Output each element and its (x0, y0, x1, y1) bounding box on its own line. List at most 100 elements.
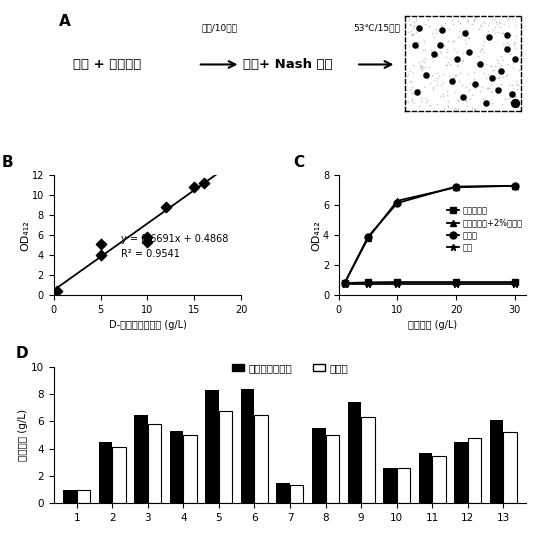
Point (439, 91, 447, 100)
Point (402, 72, 411, 81)
乙醇 (394, 281, 401, 287)
Point (471, 12, 480, 21)
Point (408, 96, 416, 105)
Point (502, 39, 511, 48)
Bar (63, 490, 77, 503)
Point (497, 85, 505, 94)
Bar (112, 447, 126, 503)
Point (491, 23, 499, 32)
Point (439, 90, 447, 98)
Point (478, 83, 487, 91)
Point (445, 72, 453, 81)
Point (426, 78, 434, 87)
Point (454, 105, 462, 114)
Point (449, 20, 458, 29)
Point (443, 44, 452, 53)
葡萄糖 (342, 280, 348, 286)
Point (498, 28, 506, 37)
Point (467, 91, 476, 100)
Point (450, 73, 459, 82)
Point (401, 96, 410, 105)
Bar (148, 424, 161, 503)
Y-axis label: 糖醇浓度 (g/L): 糖醇浓度 (g/L) (18, 409, 28, 461)
Point (507, 93, 516, 101)
Point (438, 22, 446, 31)
Point (406, 20, 415, 29)
Point (412, 14, 420, 22)
Point (412, 88, 421, 96)
X-axis label: 底物浓度 (g/L): 底物浓度 (g/L) (408, 320, 457, 331)
Point (499, 29, 507, 37)
Point (511, 55, 519, 63)
Bar (312, 428, 325, 503)
Point (440, 104, 448, 113)
Point (502, 16, 511, 25)
Point (432, 29, 441, 37)
阿拉伯糖醇+2%葡萄糖 (453, 184, 459, 190)
Point (503, 45, 511, 54)
Text: C: C (294, 155, 305, 170)
Point (459, 13, 468, 22)
Point (463, 102, 471, 110)
Text: A: A (59, 14, 70, 29)
Point (484, 84, 492, 93)
Point (493, 74, 502, 83)
Point (460, 92, 468, 101)
Point (510, 93, 519, 101)
阿拉伯糖醇+2%葡萄糖 (365, 235, 371, 241)
葡萄糖 (394, 200, 401, 206)
阿拉伯糖醇 (511, 279, 518, 285)
葡萄糖 (365, 234, 371, 240)
Point (434, 38, 443, 47)
Point (512, 84, 521, 93)
Point (444, 103, 453, 111)
Point (470, 16, 478, 25)
Point (509, 63, 517, 72)
Point (419, 83, 428, 91)
Point (453, 96, 462, 104)
Point (495, 73, 504, 82)
Y-axis label: OD₄₁₂: OD₄₁₂ (311, 220, 321, 250)
Bar (290, 485, 303, 503)
Point (408, 61, 417, 69)
Point (477, 22, 486, 30)
Point (433, 81, 441, 89)
Point (402, 97, 411, 106)
Bar (134, 415, 148, 503)
Point (471, 59, 480, 68)
Point (415, 23, 424, 32)
Point (459, 56, 468, 64)
Text: 甲醉+ Nash 试剂: 甲醉+ Nash 试剂 (243, 58, 332, 71)
Point (439, 79, 448, 88)
Line: 阿拉伯糖醇: 阿拉伯糖醇 (341, 279, 518, 287)
Point (451, 104, 459, 113)
Point (514, 81, 523, 90)
Point (432, 69, 441, 78)
Point (434, 72, 443, 81)
Point (454, 32, 463, 41)
Point (419, 68, 428, 77)
Point (493, 20, 502, 29)
Point (407, 88, 416, 97)
Point (498, 73, 507, 82)
Point (437, 21, 446, 29)
Legend: 阿拉伯糖醇, 阿拉伯糖醇+2%葡萄糖, 葡萄糖, 乙醇: 阿拉伯糖醇, 阿拉伯糖醇+2%葡萄糖, 葡萄糖, 乙醇 (443, 203, 526, 255)
Line: 葡萄糖: 葡萄糖 (341, 182, 518, 287)
阿拉伯糖醇 (394, 279, 401, 285)
Y-axis label: OD₄₁₂: OD₄₁₂ (20, 220, 30, 250)
Point (407, 26, 415, 35)
Point (474, 58, 483, 67)
Point (476, 47, 485, 56)
Bar (396, 468, 410, 503)
Point (495, 18, 503, 27)
Point (416, 96, 425, 105)
Point (96, 240, 105, 248)
Point (454, 27, 463, 36)
Point (487, 80, 495, 88)
Point (462, 83, 470, 91)
Point (405, 21, 414, 29)
Point (486, 87, 495, 96)
Point (470, 80, 479, 89)
Point (436, 92, 444, 101)
Point (490, 105, 498, 114)
